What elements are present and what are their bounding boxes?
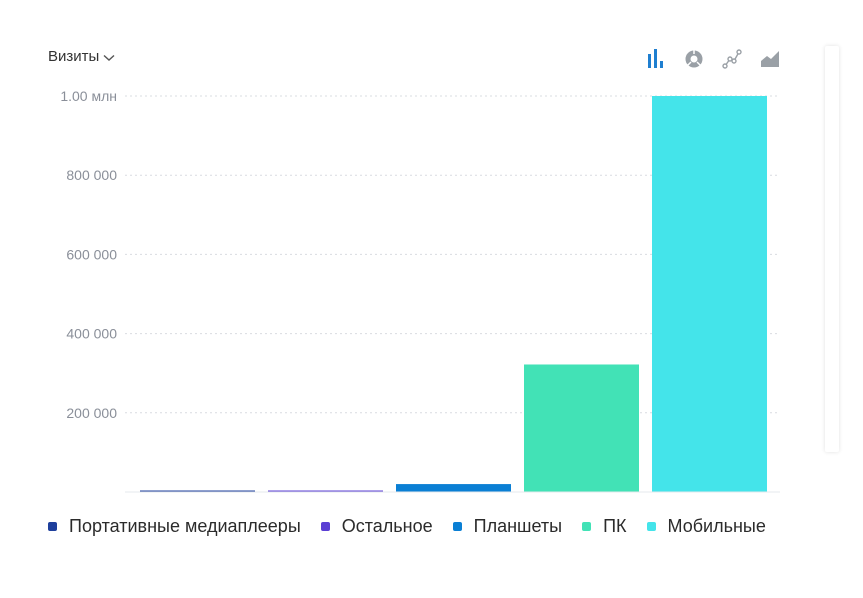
legend-label: ПК <box>603 516 627 536</box>
metric-selector[interactable]: Визиты <box>48 48 115 65</box>
y-tick-label: 800 000 <box>66 167 117 183</box>
legend-item[interactable]: Планшеты <box>452 516 563 537</box>
y-tick-label: 200 000 <box>66 405 117 421</box>
legend-swatch <box>452 522 462 531</box>
bar-chart-icon[interactable] <box>646 48 666 70</box>
legend-label: Портативные медиаплееры <box>69 516 301 536</box>
legend-item[interactable]: Портативные медиаплееры <box>48 516 301 537</box>
legend-swatch <box>320 522 330 531</box>
legend-label: Планшеты <box>473 516 563 536</box>
y-tick-label: 600 000 <box>66 246 117 262</box>
legend-item[interactable]: Остальное <box>320 516 433 537</box>
legend-swatch <box>646 522 656 531</box>
bar-2[interactable] <box>268 490 383 493</box>
area-chart-icon[interactable] <box>760 48 780 70</box>
legend-swatch <box>48 522 57 531</box>
legend-item[interactable]: Мобильные <box>646 516 766 537</box>
bar-4[interactable] <box>524 364 639 492</box>
metric-label: Визиты <box>48 48 100 65</box>
line-chart-icon[interactable] <box>722 48 742 70</box>
y-tick-label: 400 000 <box>66 326 117 342</box>
pie-chart-icon[interactable] <box>684 48 704 70</box>
scrollbar[interactable] <box>825 46 839 452</box>
y-tick-label: 1.00 млн <box>60 88 117 104</box>
bar-3[interactable] <box>396 484 511 492</box>
legend-item[interactable]: ПК <box>582 516 627 537</box>
chart-type-toolbar <box>646 48 780 70</box>
chart-legend: Портативные медиаплееры Остальное Планшеты… <box>48 516 766 537</box>
legend-label: Мобильные <box>667 516 766 536</box>
legend-swatch <box>582 522 592 531</box>
legend-label: Остальное <box>341 516 433 536</box>
bar-1[interactable] <box>140 490 255 493</box>
chevron-down-icon <box>103 54 115 61</box>
bar-5[interactable] <box>652 96 767 492</box>
bar-chart: 200 000 400 000 600 000 800 000 1.00 млн <box>60 88 780 493</box>
